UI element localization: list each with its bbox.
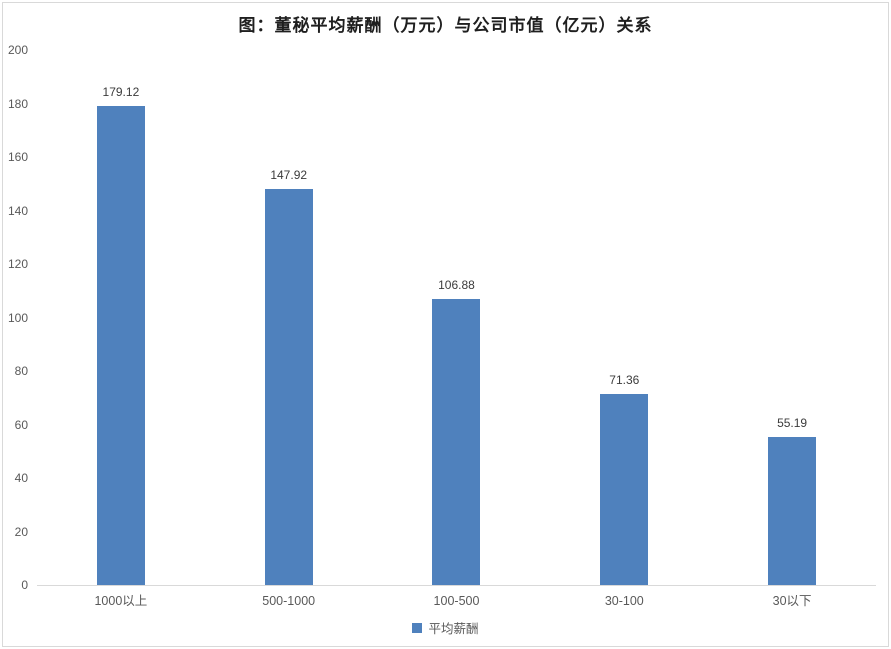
chart-title: 图：董秘平均薪酬（万元）与公司市值（亿元）关系 (238, 16, 653, 36)
x-category-label: 500-1000 (262, 594, 316, 608)
x-category-label: 1000以上 (94, 594, 148, 608)
bar-value-label: 55.19 (777, 416, 808, 431)
bar (264, 189, 313, 585)
y-tick-label: 0 (21, 578, 28, 592)
bar (768, 437, 817, 585)
x-category-label: 30以下 (772, 594, 812, 608)
y-tick-label: 80 (14, 364, 28, 378)
bar-value-label: 106.88 (438, 278, 475, 293)
bar-value-label: 179.12 (102, 84, 140, 99)
bar-slot: 147.92 (205, 50, 373, 585)
plot-area: 179.12 147.92 106.88 71.36 55.19 (37, 50, 876, 586)
legend-label: 平均薪酬 (428, 622, 479, 636)
bar (432, 299, 481, 585)
y-tick-label: 120 (7, 257, 28, 271)
legend: 平均薪酬 (0, 618, 891, 637)
bar-value-label: 71.36 (609, 373, 640, 388)
y-tick-label: 160 (7, 150, 28, 164)
y-tick-label: 40 (14, 471, 28, 485)
bar-slot: 106.88 (373, 50, 541, 585)
bar (600, 394, 649, 585)
y-tick-label: 20 (14, 524, 28, 539)
bar-slot: 179.12 (37, 50, 205, 585)
y-tick-label: 180 (7, 96, 28, 111)
y-tick-label: 60 (14, 417, 28, 432)
y-tick-label: 200 (7, 43, 28, 57)
legend-swatch-icon (412, 622, 423, 633)
y-tick-label: 140 (7, 203, 28, 218)
y-tick-label: 100 (7, 310, 28, 325)
bar-value-label: 147.92 (270, 168, 308, 183)
bar-slot: 71.36 (540, 50, 708, 585)
bar (96, 105, 145, 585)
bar-slot: 55.19 (708, 50, 876, 585)
x-category-label: 100-500 (433, 594, 480, 608)
x-category-label: 30-100 (604, 594, 644, 608)
